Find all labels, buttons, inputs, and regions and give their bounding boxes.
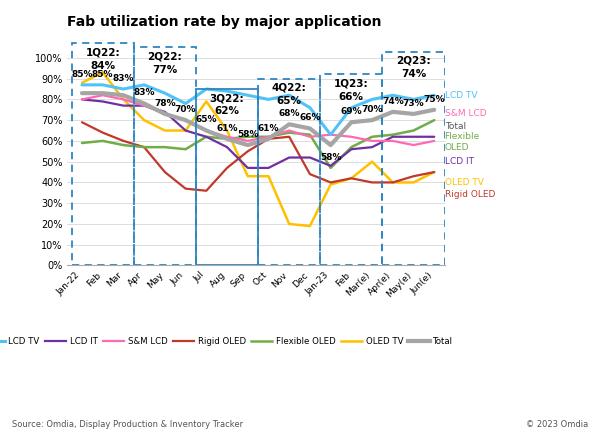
Text: 58%: 58% [237,130,259,139]
Legend: LCD TV, LCD IT, S&M LCD, Rigid OLED, Flexible OLED, OLED TV, Total: LCD TV, LCD IT, S&M LCD, Rigid OLED, Fle… [0,334,457,349]
Text: 4Q22:
65%: 4Q22: 65% [272,83,307,106]
Text: 75%: 75% [424,94,445,103]
Text: 2Q23:
74%: 2Q23: 74% [396,56,431,79]
Text: OLED: OLED [445,142,469,152]
Text: 78%: 78% [154,99,176,108]
Bar [196,89,258,265]
Text: Rigid OLED: Rigid OLED [445,191,495,199]
Bar [134,48,196,265]
Bar [320,74,382,265]
Text: 69%: 69% [341,107,362,116]
Text: 68%: 68% [278,109,300,118]
Text: Source: Omdia, Display Production & Inventory Tracker: Source: Omdia, Display Production & Inve… [12,420,243,429]
Text: 83%: 83% [113,74,134,83]
Text: 85%: 85% [92,70,113,79]
Text: 83%: 83% [133,88,155,97]
Text: 65%: 65% [196,115,217,124]
Text: 70%: 70% [361,105,383,114]
Bar [258,79,320,265]
Text: LCD TV: LCD TV [445,91,477,100]
Text: 73%: 73% [403,99,424,108]
Text: 2Q22:
77%: 2Q22: 77% [148,52,182,75]
Text: 70%: 70% [175,105,196,114]
Text: 58%: 58% [320,153,341,162]
Text: © 2023 Omdia: © 2023 Omdia [526,420,588,429]
Text: 66%: 66% [299,113,320,122]
Text: S&M LCD: S&M LCD [445,110,486,119]
Text: 3Q22:
62%: 3Q22: 62% [210,93,244,116]
Text: LCD IT: LCD IT [445,157,473,166]
Bar [382,52,445,265]
Bar [71,43,134,265]
Text: Flexible: Flexible [445,132,480,141]
Text: 61%: 61% [258,123,279,132]
Text: 74%: 74% [382,97,404,106]
Text: 1Q22:
84%: 1Q22: 84% [85,48,120,71]
Text: 61%: 61% [216,123,238,132]
Text: Total: Total [445,122,466,131]
Text: 1Q23:
66%: 1Q23: 66% [334,79,368,102]
Text: OLED TV: OLED TV [445,178,484,187]
Text: Fab utilization rate by major application: Fab utilization rate by major applicatio… [67,15,382,29]
Text: 85%: 85% [71,70,93,79]
